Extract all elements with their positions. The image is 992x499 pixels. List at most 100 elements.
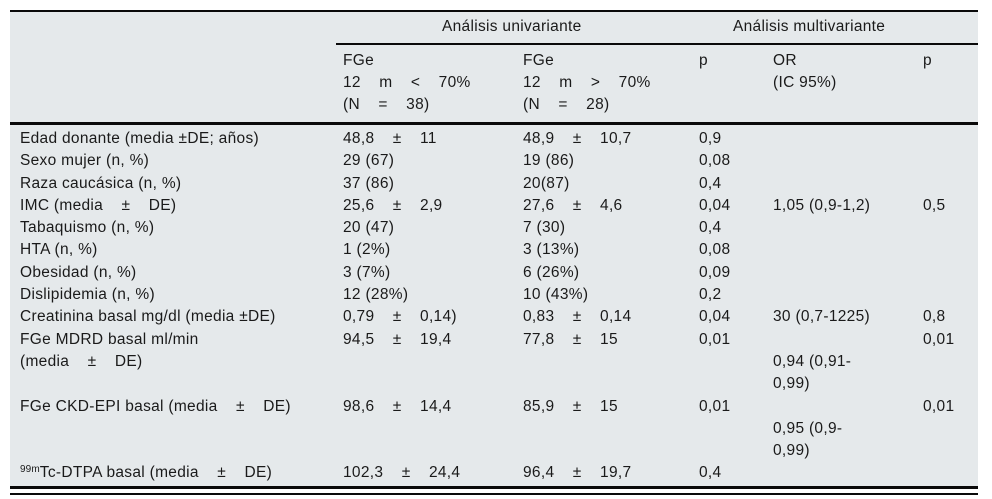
- cell-p-uni: 0,2: [699, 286, 722, 304]
- cell-p-uni: 0,04: [699, 196, 731, 214]
- cell-fge-lt70: 1 (2%): [343, 241, 391, 259]
- group-header-univariante: Análisis univariante: [442, 18, 582, 35]
- cell-p-uni: 0,4: [699, 174, 722, 192]
- cell-or: 1,05 (0,9-1,2): [773, 196, 871, 214]
- cell-label: FGe CKD-EPI basal (media ± DE): [20, 397, 291, 415]
- cell-p-multi: [916, 217, 978, 239]
- cell-fge-gt70: 77,8 ± 15: [523, 330, 618, 348]
- cell-fge-lt70: 12 (28%): [343, 286, 409, 304]
- cell-label: IMC (media ± DE): [20, 196, 177, 214]
- col-header-empty: [10, 45, 336, 125]
- cell-label-text: Tc-DTPA basal (media ± DE): [39, 464, 273, 482]
- cell-p-multi: [916, 150, 978, 172]
- table-row: IMC (media ± DE) 25,6 ± 2,9 27,6 ± 4,6 0…: [10, 195, 978, 217]
- cell-label: FGe MDRD basal ml/min (media ± DE): [20, 330, 199, 370]
- col-header-or-ic95: OR (IC 95%): [766, 45, 916, 125]
- cell-fge-gt70: 85,9 ± 15: [523, 397, 618, 415]
- cell-p-uni: 0,9: [699, 130, 722, 147]
- cell-p-multi: [916, 173, 978, 195]
- table-row: HTA (n, %) 1 (2%) 3 (13%) 0,08: [10, 239, 978, 261]
- cell-label: Edad donante (media ±DE; años): [20, 130, 259, 147]
- cell-label: Dislipidemia (n, %): [20, 286, 155, 304]
- cell-p-uni: 0,01: [699, 330, 731, 348]
- cell-or: [766, 124, 916, 151]
- col-header-fge-gt70: FGe 12 m > 70% (N = 28): [516, 45, 692, 125]
- cell-fge-lt70: 94,5 ± 19,4: [343, 330, 452, 348]
- cell-or: [766, 150, 916, 172]
- cell-label: Creatinina basal mg/dl (media ±DE): [20, 308, 276, 326]
- cell-or: [766, 462, 916, 485]
- cell-p-multi: 0,8: [923, 308, 946, 326]
- cell-label: Tabaquismo (n, %): [20, 219, 155, 237]
- cell-p-uni: 0,4: [699, 464, 722, 482]
- cell-fge-gt70: 10 (43%): [523, 286, 589, 304]
- cell-or: 0,95 (0,9- 0,99): [773, 419, 843, 460]
- cell-fge-lt70: 25,6 ± 2,9: [343, 196, 443, 214]
- cell-fge-lt70: 0,79 ± 0,14): [343, 308, 457, 326]
- cell-fge-gt70: 7 (30): [523, 219, 566, 237]
- cell-fge-gt70: 3 (13%): [523, 241, 580, 259]
- cell-fge-gt70: 6 (26%): [523, 263, 580, 281]
- cell-p-multi: 0,5: [923, 196, 946, 214]
- cell-fge-lt70: 3 (7%): [343, 263, 391, 281]
- cell-p-uni: 0,09: [699, 263, 731, 281]
- cell-label: Obesidad (n, %): [20, 263, 137, 281]
- table-row: FGe CKD-EPI basal (media ± DE) 98,6 ± 14…: [10, 396, 978, 463]
- cell-p-multi: [916, 124, 978, 151]
- cell-fge-lt70: 48,8 ± 11: [343, 130, 437, 147]
- cell-fge-lt70: 20 (47): [343, 219, 395, 237]
- results-table: FGe 12 m < 70% (N = 38) FGe 12 m > 70% (…: [10, 45, 978, 486]
- cell-p-uni: 0,08: [699, 241, 731, 259]
- cell-or: 30 (0,7-1225): [773, 308, 870, 326]
- cell-fge-gt70: 96,4 ± 19,7: [523, 464, 632, 482]
- cell-p-multi: [916, 462, 978, 485]
- cell-fge-lt70: 37 (86): [343, 174, 395, 192]
- table-row: Creatinina basal mg/dl (media ±DE) 0,79 …: [10, 306, 978, 328]
- cell-p-multi: 0,01: [923, 330, 955, 348]
- cell-or: 0,94 (0,91- 0,99): [773, 352, 852, 393]
- cell-p-uni: 0,4: [699, 219, 722, 237]
- cell-label: Raza caucásica (n, %): [20, 174, 182, 192]
- cell-fge-gt70: 48,9 ± 10,7: [523, 130, 632, 147]
- cell-p-uni: 0,01: [699, 397, 731, 415]
- table-row: Edad donante (media ±DE; años) 48,8 ± 11…: [10, 124, 978, 151]
- cell-fge-lt70: 29 (67): [343, 152, 395, 170]
- cell-or: [766, 262, 916, 284]
- cell-p-multi: 0,01: [923, 397, 955, 415]
- col-header-fge-lt70: FGe 12 m < 70% (N = 38): [336, 45, 516, 125]
- cell-fge-gt70: 0,83 ± 0,14: [523, 308, 632, 326]
- cell-or: [766, 284, 916, 306]
- cell-p-uni: 0,04: [699, 308, 731, 326]
- cell-fge-gt70: 20(87): [523, 174, 570, 192]
- cell-label: Sexo mujer (n, %): [20, 152, 150, 170]
- group-header-row: Análisis univariante Análisis multivaria…: [10, 12, 978, 43]
- table-bottom-double-rule: [10, 493, 978, 495]
- isotope-superscript: 99m: [20, 464, 40, 476]
- table-row: Obesidad (n, %) 3 (7%) 6 (26%) 0,09: [10, 262, 978, 284]
- cell-fge-lt70: 102,3 ± 24,4: [343, 464, 461, 482]
- cell-p-multi: [916, 239, 978, 261]
- cell-fge-gt70: 19 (86): [523, 152, 575, 170]
- cell-fge-gt70: 27,6 ± 4,6: [523, 196, 623, 214]
- cell-p-uni: 0,08: [699, 152, 731, 170]
- table-row: Tabaquismo (n, %) 20 (47) 7 (30) 0,4: [10, 217, 978, 239]
- table-row: FGe MDRD basal ml/min (media ± DE) 94,5 …: [10, 329, 978, 396]
- column-header-row: FGe 12 m < 70% (N = 38) FGe 12 m > 70% (…: [10, 45, 978, 125]
- col-header-p-univariante: p: [692, 45, 766, 125]
- cell-fge-lt70: 98,6 ± 14,4: [343, 397, 452, 415]
- table-row: 99mTc-DTPA basal (media ± DE) 102,3 ± 24…: [10, 462, 978, 485]
- table-row: Raza caucásica (n, %) 37 (86) 20(87) 0,4: [10, 173, 978, 195]
- group-header-multivariante: Análisis multivariante: [733, 18, 886, 35]
- cell-or: [766, 173, 916, 195]
- cell-p-multi: [916, 284, 978, 306]
- results-table-panel: Análisis univariante Análisis multivaria…: [10, 10, 978, 489]
- group-header-rule: [336, 43, 978, 45]
- table-row: Sexo mujer (n, %) 29 (67) 19 (86) 0,08: [10, 150, 978, 172]
- table-row: Dislipidemia (n, %) 12 (28%) 10 (43%) 0,…: [10, 284, 978, 306]
- cell-or: [766, 217, 916, 239]
- cell-label: 99mTc-DTPA basal (media ± DE): [10, 462, 336, 485]
- col-header-p-multivariante: p: [916, 45, 978, 125]
- cell-or: [766, 239, 916, 261]
- cell-label: HTA (n, %): [20, 241, 98, 259]
